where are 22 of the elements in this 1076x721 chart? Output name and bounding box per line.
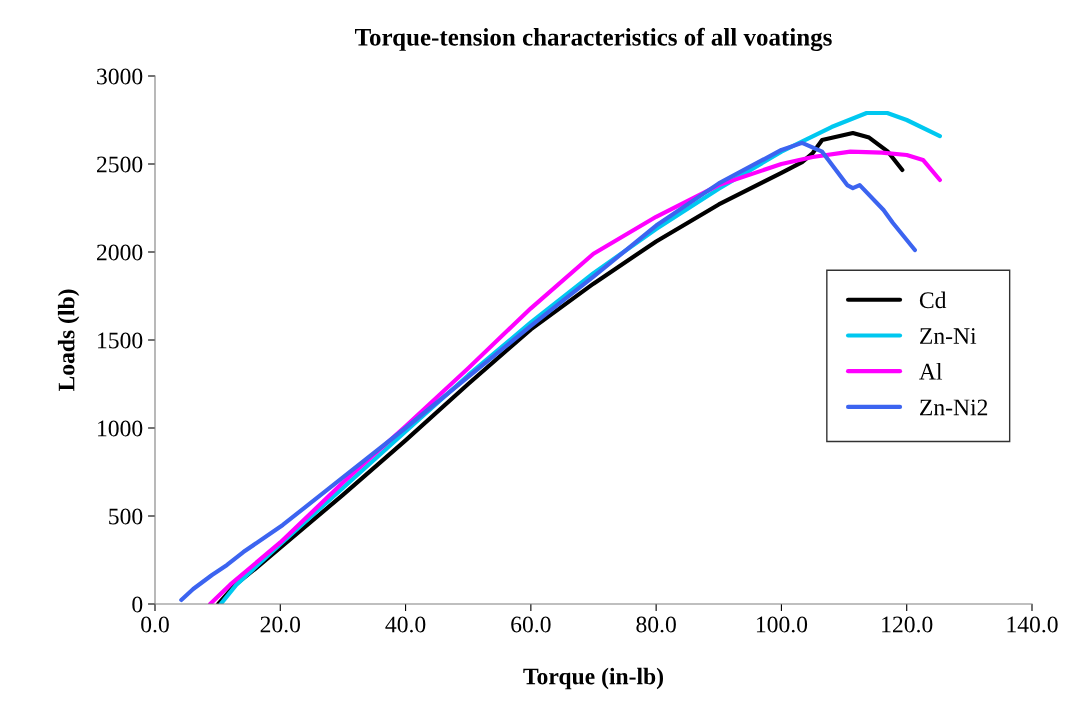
x-tick-label: 80.0 [636,616,676,633]
y-tick-label: 2000 [97,244,143,261]
y-tick-label: 0 [132,596,143,613]
x-axis-title: Torque (in-lb) [523,667,664,690]
legend-label: Al [919,363,943,380]
y-tick-label: 2500 [97,156,143,173]
chart-title: Torque-tension characteristics of all voatings [355,27,832,51]
legend-label: Cd [919,291,947,309]
x-tick-label: 60.0 [511,616,551,633]
y-tick-label: 1000 [98,420,143,437]
x-tick-label: 120.0 [882,616,933,633]
x-tick-label: 0.0 [141,616,169,633]
x-tick-label: 140.0 [1007,616,1058,633]
y-tick-label: 1500 [98,332,143,349]
x-tick-label: 100.0 [756,616,808,633]
legend-label: Zn-Ni [920,328,977,344]
x-tick-label: 40.0 [385,616,426,633]
y-tick-label: 500 [109,508,143,525]
y-tick-label: 3000 [97,68,143,85]
legend-label: Zn-Ni2 [920,399,988,416]
y-axis-title: Loads (lb) [57,289,80,392]
x-tick-label: 20.0 [260,616,301,633]
